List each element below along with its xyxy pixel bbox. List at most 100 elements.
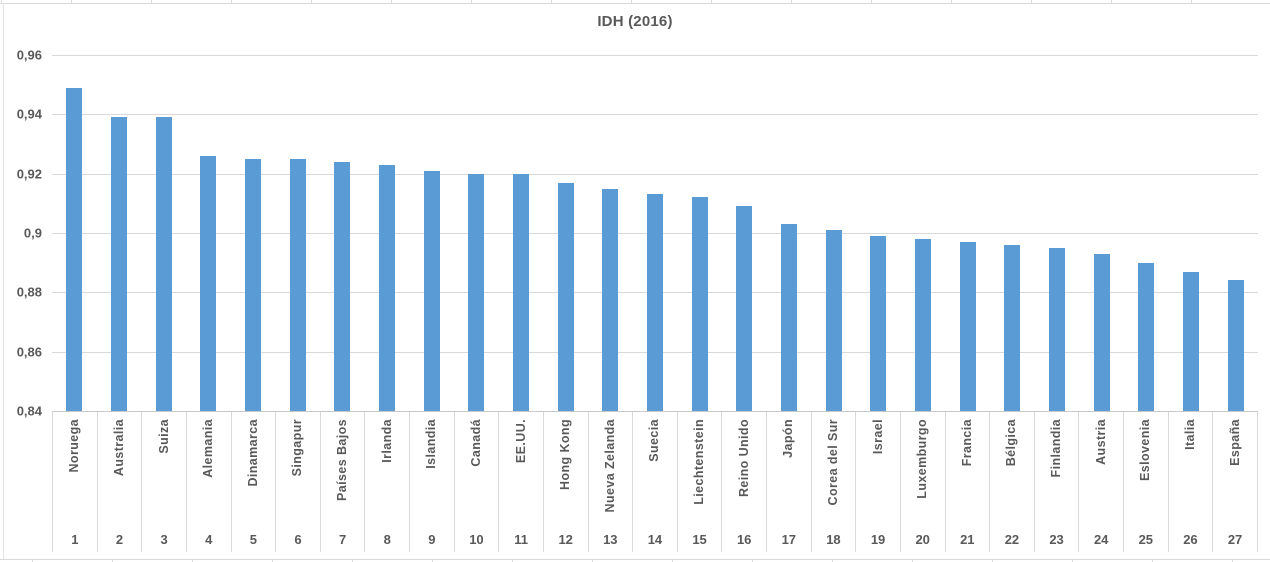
category-label: Noruega	[67, 419, 82, 473]
bar[interactable]	[915, 238, 932, 411]
category-cell[interactable]: Nueva Zelanda 13	[587, 412, 633, 552]
chart-border-top	[0, 3, 1270, 4]
rank-label: 8	[383, 532, 391, 547]
bar[interactable]	[1227, 280, 1244, 411]
y-axis[interactable]: 0,96 0,94 0,92 0,9 0,88 0,86 0,84	[0, 48, 42, 419]
bar-cell	[856, 55, 901, 411]
bar[interactable]	[379, 164, 396, 411]
bar[interactable]	[513, 173, 530, 411]
category-cell[interactable]: EE.UU. 11	[498, 412, 543, 552]
category-cell[interactable]: Noruega 1	[52, 412, 97, 552]
category-cell[interactable]: Israel 19	[855, 412, 900, 552]
bar[interactable]	[1049, 247, 1066, 411]
bar[interactable]	[1093, 253, 1110, 411]
y-gridline	[52, 114, 1258, 116]
bar[interactable]	[66, 87, 83, 411]
bar[interactable]	[334, 161, 351, 411]
category-cell[interactable]: Japón 17	[766, 412, 811, 552]
category-cell[interactable]: Austria 24	[1078, 412, 1123, 552]
bar[interactable]	[602, 188, 619, 411]
x-axis[interactable]: Noruega 1 Australia 2 Suiza 3 Alemania 4 Dinamar…	[52, 412, 1258, 552]
bar-cell	[454, 55, 499, 411]
category-cell[interactable]: España 27	[1212, 412, 1258, 552]
y-tick-label: 0,86	[16, 344, 42, 360]
y-tick-label: 0,84	[16, 403, 42, 419]
category-cell[interactable]: Reino Unido 16	[721, 412, 766, 552]
category-cell[interactable]: Eslovenia 25	[1123, 412, 1168, 552]
category-label: Canadá	[468, 419, 483, 467]
bar[interactable]	[289, 158, 306, 411]
rank-label: 14	[647, 532, 663, 547]
worksheet-gridlines-bottom	[0, 560, 1270, 562]
category-cell[interactable]: Singapur 6	[275, 412, 320, 552]
chart-border-left	[3, 3, 4, 559]
bar[interactable]	[736, 206, 753, 411]
bar-cell	[945, 55, 990, 411]
bar-cell	[275, 55, 320, 411]
bar[interactable]	[647, 194, 664, 411]
bar[interactable]	[870, 235, 887, 411]
category-cell[interactable]: Bélgica 22	[989, 412, 1034, 552]
bar[interactable]	[1138, 262, 1155, 411]
category-cell[interactable]: Hong Kong 12	[542, 412, 588, 552]
bar[interactable]	[200, 155, 217, 411]
category-label: España	[1227, 419, 1242, 466]
bar[interactable]	[781, 224, 798, 411]
category-cell[interactable]: Corea del Sur 18	[810, 412, 856, 552]
rank-label: 26	[1183, 532, 1198, 547]
category-cell[interactable]: Suecia 14	[632, 412, 677, 552]
bar[interactable]	[691, 197, 708, 411]
bar[interactable]	[959, 241, 976, 411]
category-cell[interactable]: Alemania 4	[185, 412, 231, 552]
category-cell[interactable]: Liechtenstein 15	[676, 412, 722, 552]
category-cell[interactable]: Finlandia 23	[1033, 412, 1079, 552]
bar-cell	[767, 55, 812, 411]
y-tick-label: 0,94	[16, 106, 42, 122]
bars	[52, 55, 1258, 411]
bar-cell	[186, 55, 231, 411]
bar[interactable]	[155, 117, 172, 411]
rank-label: 20	[915, 532, 930, 547]
category-cell[interactable]: Países Bajos 7	[319, 412, 365, 552]
bar-cell	[320, 55, 365, 411]
rank-label: 17	[781, 532, 797, 547]
y-gridline	[52, 173, 1258, 175]
bar[interactable]	[825, 230, 842, 411]
plot-area[interactable]	[52, 55, 1258, 412]
rank-label: 16	[736, 532, 752, 547]
rank-label: 15	[692, 532, 707, 547]
category-label: Eslovenia	[1138, 419, 1153, 481]
bar-cell	[52, 55, 97, 411]
category-cell[interactable]: Islandia 9	[409, 412, 454, 552]
bar[interactable]	[245, 158, 262, 411]
category-label: Israel	[870, 419, 885, 455]
category-cell[interactable]: Canadá 10	[453, 412, 499, 552]
y-tick-label: 0,92	[16, 166, 42, 182]
category-label: Luxemburgo	[915, 419, 930, 499]
bar[interactable]	[423, 170, 440, 411]
category-cell[interactable]: Australia 2	[96, 412, 142, 552]
bar-cell	[588, 55, 633, 411]
bar-cell	[543, 55, 588, 411]
bar[interactable]	[111, 117, 127, 411]
bar[interactable]	[1183, 271, 1200, 411]
chart-border-bottom	[0, 559, 1270, 560]
rank-label: 1	[71, 532, 79, 547]
category-cell[interactable]: Dinamarca 5	[230, 412, 276, 552]
category-cell[interactable]: Francia 21	[944, 412, 990, 552]
bar[interactable]	[468, 173, 485, 411]
rank-label: 19	[870, 532, 886, 547]
bar-cell	[722, 55, 767, 411]
category-cell[interactable]: Italia 26	[1167, 412, 1213, 552]
rank-label: 7	[338, 532, 347, 547]
chart-title[interactable]: IDH (2016)	[597, 13, 673, 30]
category-cell[interactable]: Luxemburgo 20	[899, 412, 945, 552]
bar[interactable]	[1004, 244, 1021, 411]
bar-cell	[990, 55, 1035, 411]
category-cell[interactable]: Suiza 3	[141, 412, 186, 552]
bar-cell	[365, 55, 410, 411]
category-cell[interactable]: Irlanda 8	[364, 412, 409, 552]
bar-cell	[1035, 55, 1080, 411]
bar[interactable]	[557, 182, 574, 411]
category-label: Alemania	[201, 419, 216, 478]
